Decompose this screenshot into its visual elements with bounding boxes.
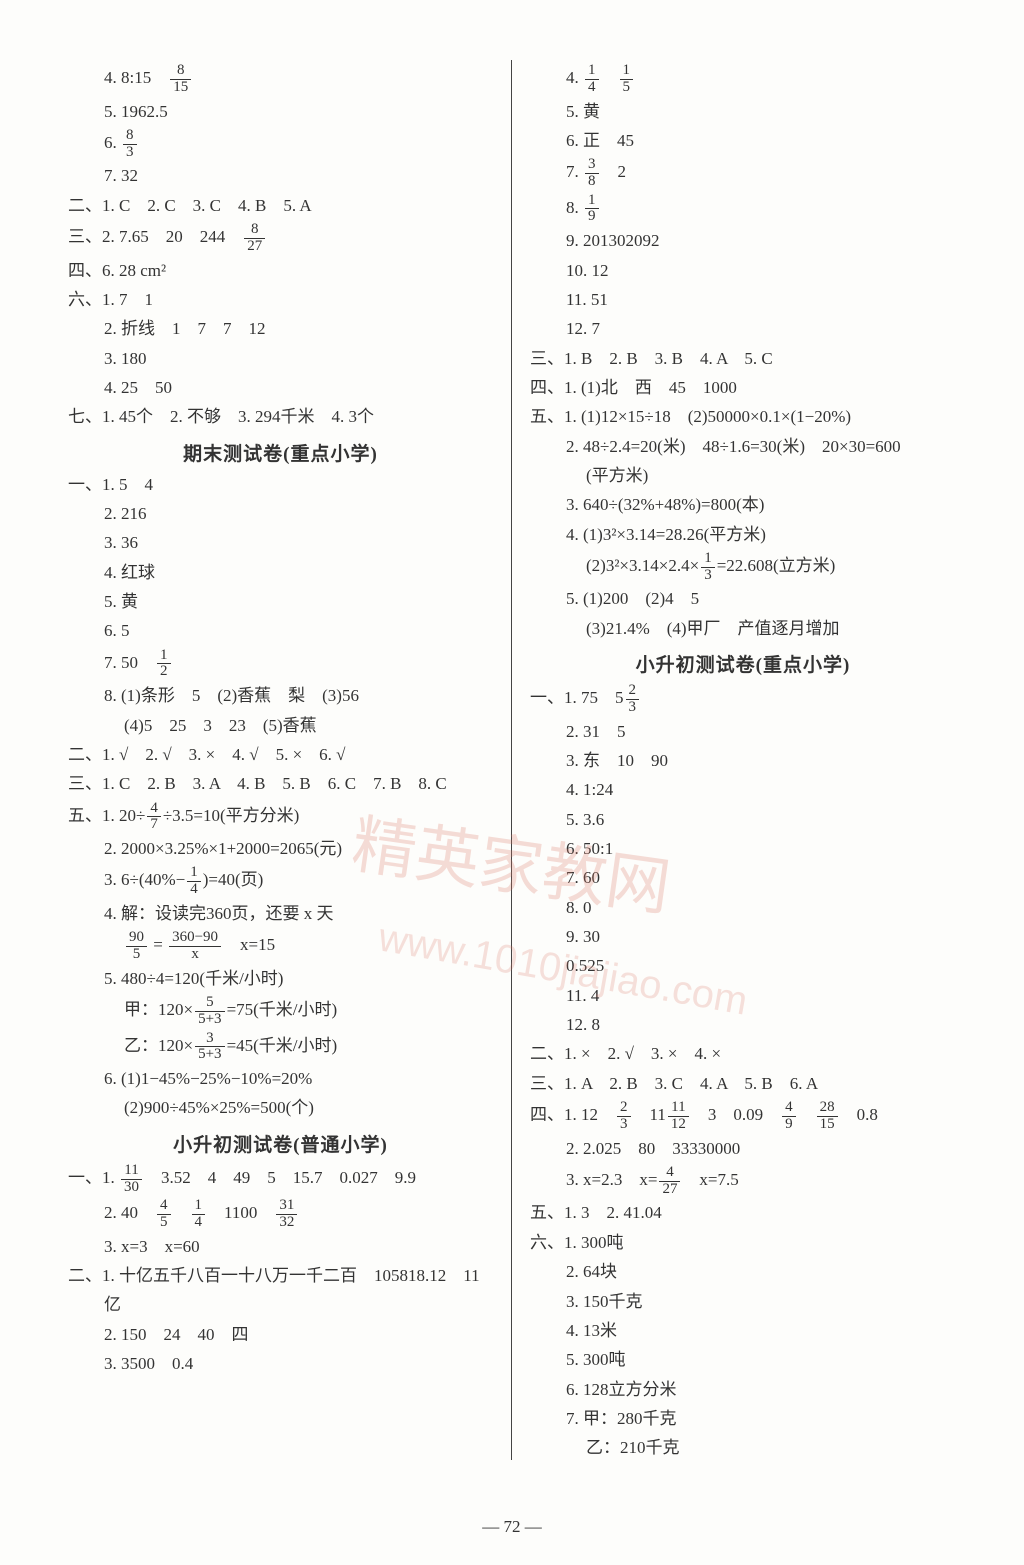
text-line: (3)21.4% (4)甲厂 产值逐月增加 xyxy=(530,616,956,642)
text-line: 六、1. 7 1 xyxy=(68,287,493,313)
text-line: 8. 19 xyxy=(530,193,956,226)
text-line: 5. 3.6 xyxy=(530,807,956,833)
text-line: 6. 5 xyxy=(68,618,493,644)
text-line: 5. 黄 xyxy=(530,99,956,125)
text-line: 3. 3500 0.4 xyxy=(68,1351,493,1377)
text-line: 五、1. 20÷47÷3.5=10(平方分米) xyxy=(68,801,493,834)
text-line: 6. 83 xyxy=(68,128,493,161)
text-line: 四、1. (1)北 西 45 1000 xyxy=(530,375,956,401)
text-line: 2. 48÷2.4=20(米) 48÷1.6=30(米) 20×30=600 xyxy=(530,434,956,460)
text-line: 5. 黄 xyxy=(68,589,493,615)
text-line: 11. 4 xyxy=(530,983,956,1009)
text-line: 2. 折线 1 7 7 12 xyxy=(68,316,493,342)
text-line: 5. 300吨 xyxy=(530,1347,956,1373)
text-line: 一、1. 1130 3.52 4 49 5 15.7 0.027 9.9 xyxy=(68,1163,493,1196)
text-line: 9. 30 xyxy=(530,924,956,950)
text-line: 五、1. (1)12×15÷18 (2)50000×0.1×(1−20%) xyxy=(530,404,956,430)
left-column: 4. 8:15 815 5. 1962.5 6. 837. 32 二、1. C 2. … xyxy=(50,60,512,1460)
text-line: 4. 25 50 xyxy=(68,375,493,401)
page-columns: 4. 8:15 815 5. 1962.5 6. 837. 32 二、1. C 2. … xyxy=(50,60,974,1460)
text-line: 2. 2000×3.25%×1+2000=2065(元) xyxy=(68,836,493,862)
text-line: 四、6. 28 cm² xyxy=(68,258,493,284)
text-line: 二、1. 十亿五千八百一十八万一千二百 105818.12 11 xyxy=(68,1263,493,1289)
text-line: 6. (1)1−45%−25%−10%=20% xyxy=(68,1066,493,1092)
text-line: 4. (1)3²×3.14=28.26(平方米) xyxy=(530,522,956,548)
text-line: 11. 51 xyxy=(530,287,956,313)
text-line: 905 = 360−90x x=15 xyxy=(68,930,493,963)
text-line: (平方米) xyxy=(530,463,956,489)
text-line: 5. 480÷4=120(千米/小时) xyxy=(68,966,493,992)
text-line: 2. 40 45 14 1100 3132 xyxy=(68,1198,493,1231)
text-line: 7. 50 12 xyxy=(68,648,493,681)
text-line: 3. 36 xyxy=(68,530,493,556)
text-line: (4)5 25 3 23 (5)香蕉 xyxy=(68,713,493,739)
text-line: 2. 31 5 xyxy=(530,719,956,745)
text-line: 6. 50:1 xyxy=(530,836,956,862)
text-line: 期末测试卷(重点小学) xyxy=(68,439,493,466)
text-line: 4. 解：设读完360页，还要 x 天 xyxy=(68,901,493,927)
text-line: 亿 xyxy=(68,1292,493,1318)
text-line: 六、1. 300吨 xyxy=(530,1230,956,1256)
text-line: 4. 14 15 xyxy=(530,63,956,96)
text-line: 0.525 xyxy=(530,953,956,979)
text-line: 8. (1)条形 5 (2)香蕉 梨 (3)56 xyxy=(68,683,493,709)
text-line: 三、1. C 2. B 3. A 4. B 5. B 6. C 7. B 8. … xyxy=(68,771,493,797)
text-line: (2)900÷45%×25%=500(个) xyxy=(68,1095,493,1121)
text-line: 三、1. B 2. B 3. B 4. A 5. C xyxy=(530,346,956,372)
text-line: 7. 60 xyxy=(530,865,956,891)
text-line: 三、2. 7.65 20 244 827 xyxy=(68,222,493,255)
text-line: 七、1. 45个 2. 不够 3. 294千米 4. 3个 xyxy=(68,404,493,430)
text-line: 甲：120×55+3=75(千米/小时) xyxy=(68,995,493,1028)
text-line: 二、1. × 2. √ 3. × 4. × xyxy=(530,1041,956,1067)
page-number: — 72 — xyxy=(0,1517,1024,1537)
text-line: 三、1. A 2. B 3. C 4. A 5. B 6. A xyxy=(530,1071,956,1097)
text-line: 四、1. 12 23 111112 3 0.09 49 2815 0.8 xyxy=(530,1100,956,1133)
text-line: 二、1. C 2. C 3. C 4. B 5. A xyxy=(68,193,493,219)
text-line: 6. 128立方分米 xyxy=(530,1377,956,1403)
text-line: 小升初测试卷(普通小学) xyxy=(68,1130,493,1157)
text-line: 3. 6÷(40%−14)=40(页) xyxy=(68,865,493,898)
text-line: 4. 8:15 815 xyxy=(68,63,493,96)
text-line: 3. 640÷(32%+48%)=800(本) xyxy=(530,492,956,518)
text-line: 8. 0 xyxy=(530,895,956,921)
text-line: 小升初测试卷(重点小学) xyxy=(530,650,956,677)
text-line: 2. 64块 xyxy=(530,1259,956,1285)
text-line: 12. 8 xyxy=(530,1012,956,1038)
text-line: 一、1. 75 523 xyxy=(530,683,956,716)
text-line: 一、1. 5 4 xyxy=(68,472,493,498)
text-line: 9. 201302092 xyxy=(530,228,956,254)
text-line: 7. 甲：280千克 xyxy=(530,1406,956,1432)
text-line: 3. 150千克 xyxy=(530,1289,956,1315)
text-line: 2. 150 24 40 四 xyxy=(68,1322,493,1348)
right-column: 4. 14 15 5. 黄 6. 正 45 7. 38 28. 199. 201302… xyxy=(512,60,974,1460)
text-line: 7. 38 2 xyxy=(530,157,956,190)
text-line: 2. 216 xyxy=(68,501,493,527)
text-line: 6. 正 45 xyxy=(530,128,956,154)
text-line: 五、1. 3 2. 41.04 xyxy=(530,1200,956,1226)
text-line: 12. 7 xyxy=(530,316,956,342)
text-line: 3. x=3 x=60 xyxy=(68,1234,493,1260)
text-line: 乙：210千克 xyxy=(530,1435,956,1461)
text-line: 5. 1962.5 xyxy=(68,99,493,125)
text-line: 3. 东 10 90 xyxy=(530,748,956,774)
text-line: 10. 12 xyxy=(530,258,956,284)
text-line: 4. 13米 xyxy=(530,1318,956,1344)
text-line: 7. 32 xyxy=(68,163,493,189)
text-line: (2)3²×3.14×2.4×13=22.608(立方米) xyxy=(530,551,956,584)
text-line: 3. 180 xyxy=(68,346,493,372)
text-line: 二、1. √ 2. √ 3. × 4. √ 5. × 6. √ xyxy=(68,742,493,768)
text-line: 4. 1:24 xyxy=(530,777,956,803)
text-line: 2. 2.025 80 33330000 xyxy=(530,1136,956,1162)
text-line: 乙：120×35+3=45(千米/小时) xyxy=(68,1031,493,1064)
text-line: 5. (1)200 (2)4 5 xyxy=(530,586,956,612)
text-line: 4. 红球 xyxy=(68,560,493,586)
text-line: 3. x=2.3 x=427 x=7.5 xyxy=(530,1165,956,1198)
